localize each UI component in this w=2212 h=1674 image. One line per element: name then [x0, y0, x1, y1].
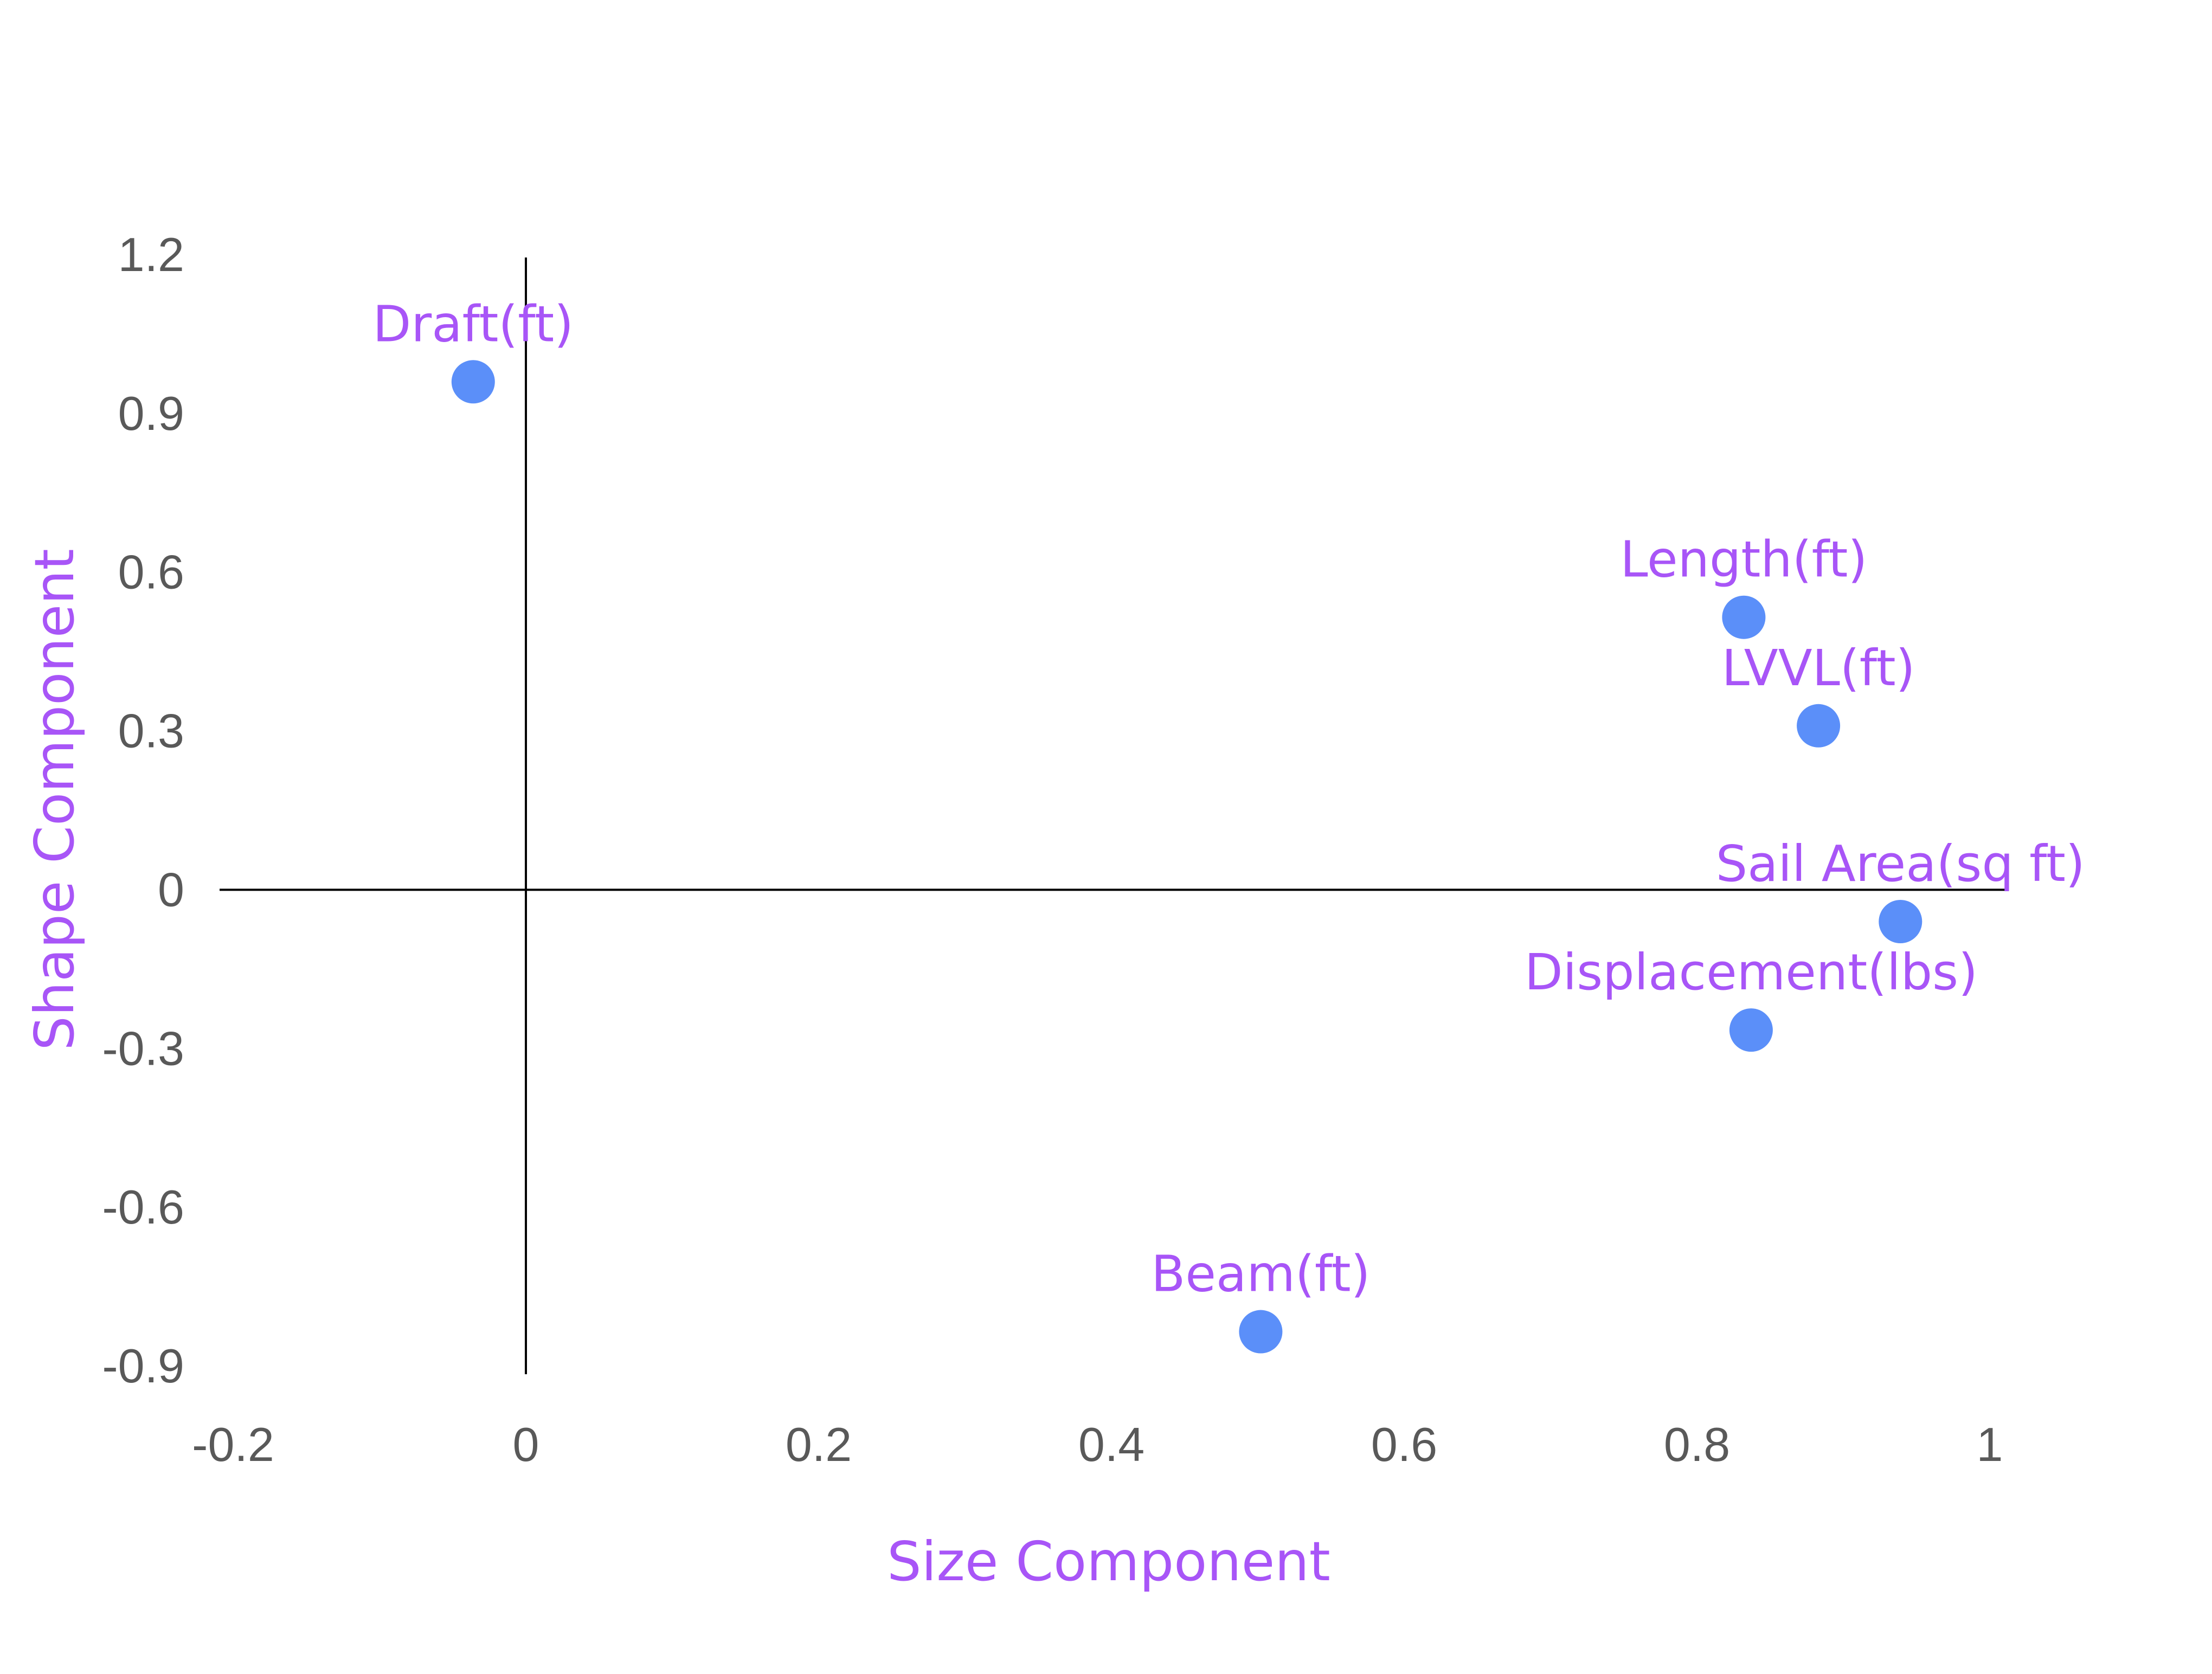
x-tick-label: 1	[1977, 1418, 2003, 1471]
x-tick-label: -0.2	[192, 1418, 274, 1471]
data-points	[451, 360, 1922, 1354]
y-tick-label: 0.6	[118, 545, 184, 599]
data-label: Length(ft)	[1620, 531, 1867, 589]
y-axis-title: Shape Component	[23, 549, 86, 1051]
data-label: Beam(ft)	[1151, 1245, 1370, 1303]
y-tick-label: 0	[158, 862, 184, 916]
x-tick-label: 0.6	[1371, 1418, 1437, 1471]
data-label: Displacement(lbs)	[1525, 943, 1978, 1001]
x-tick-label: 0.4	[1078, 1418, 1144, 1471]
data-point	[1797, 704, 1841, 748]
y-tick-label: -0.9	[102, 1339, 184, 1393]
data-point	[1879, 900, 1922, 943]
x-tick-label: 0.8	[1664, 1418, 1730, 1471]
data-point	[1729, 1008, 1773, 1052]
data-labels: Draft(ft) Length(ft) LVVL(ft) Sail Area(sq …	[373, 295, 2085, 1303]
data-label: Draft(ft)	[373, 295, 574, 353]
data-point	[1722, 595, 1766, 639]
data-label: LVVL(ft)	[1722, 639, 1915, 697]
y-axis-ticks: 1.2 0.9 0.6 0.3 0 -0.3 -0.6 -0.9	[102, 228, 184, 1393]
data-point	[451, 360, 495, 404]
data-label: Sail Area(sq ft)	[1716, 835, 2085, 893]
x-tick-label: 0.2	[786, 1418, 852, 1471]
y-tick-label: 0.9	[118, 387, 184, 440]
y-tick-label: 0.3	[118, 704, 184, 758]
axes	[220, 257, 2006, 1374]
y-tick-label: -0.6	[102, 1180, 184, 1234]
data-point	[1239, 1310, 1283, 1354]
y-tick-label: 1.2	[118, 228, 184, 281]
x-axis-ticks: -0.2 0 0.2 0.4 0.6 0.8 1	[192, 1418, 2003, 1471]
x-axis-title: Size Component	[887, 1530, 1330, 1593]
x-tick-label: 0	[513, 1418, 539, 1471]
y-tick-label: -0.3	[102, 1021, 184, 1075]
